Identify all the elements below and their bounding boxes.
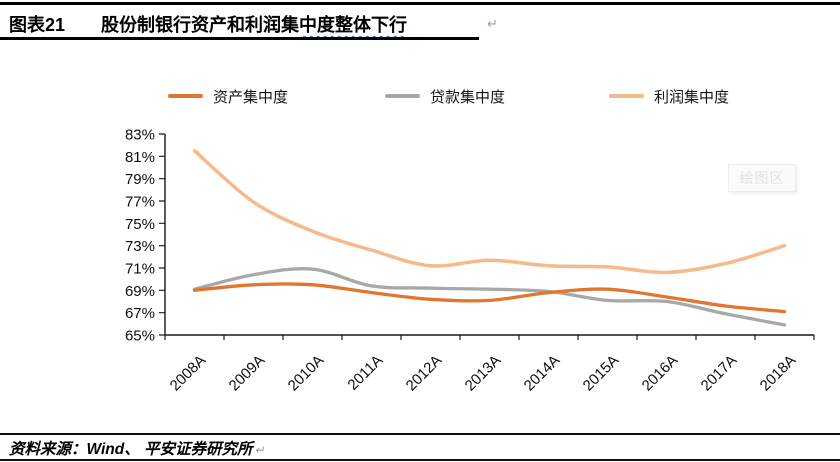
y-axis-tick-label: 67% [125,305,155,322]
legend-line-swatch-loan [385,94,420,98]
footer-divider-top [0,433,840,435]
legend-item-asset-concentration: 资产集中度 [168,86,288,106]
y-axis-tick-label: 69% [125,283,155,300]
figure-title: 股份制银行资产和利润集中度整体下行 [101,11,407,37]
figure-title-plain: 股份制银行资产和利润集 [101,15,299,35]
y-axis-tick-label: 71% [125,261,155,278]
y-axis-tick-label: 83% [125,127,155,144]
x-axis-tick-label: 2017A [698,352,741,395]
legend-item-loan-concentration: 贷款集中度 [385,86,505,106]
data-source-note: 资料来源：Wind、 平安证券研究所 ↵ [9,437,265,459]
y-axis-tick-label: 79% [125,171,155,188]
legend-item-profit-concentration: 利润集中度 [609,86,729,106]
legend-line-swatch-asset [168,94,203,98]
legend-label-profit: 利润集中度 [654,88,730,106]
axis-tick-marks [159,133,815,340]
x-axis-tick-label: 2010A [285,352,328,395]
series-line-0 [192,282,787,314]
x-axis-tick-label: 2008A [167,352,210,395]
x-axis-tick-label: 2009A [226,352,269,395]
top-border-line [0,2,840,5]
y-axis-tick-label: 73% [125,238,155,255]
plot-area-watermark-label: 绘图区 [739,170,785,186]
x-axis-tick-label: 2012A [403,352,446,395]
x-axis-tick-label: 2016A [639,352,682,395]
x-axis-tick-label: 2011A [344,352,386,394]
legend-line-swatch-profit [609,94,644,98]
x-axis-tick-label: 2018A [757,352,800,395]
plot-area-watermark: 绘图区 [728,164,796,192]
x-axis-tick-label: 2015A [580,352,623,395]
series-line-1 [192,267,787,327]
y-axis-tick-label: 65% [125,328,155,345]
paragraph-mark-icon: ↵ [254,443,265,457]
y-axis-tick-label: 81% [125,149,155,166]
legend-label-loan: 贷款集中度 [430,88,506,106]
paragraph-mark-icon: ↵ [487,16,498,31]
figure-title-wavy-underlined: 中度整体下行 [299,15,407,35]
title-underline [0,37,479,40]
data-source-text: 资料来源：Wind、 平安证券研究所 [9,441,253,458]
x-axis-tick-label: 2013A [462,352,505,395]
y-axis-tick-label: 75% [125,216,155,233]
legend-label-asset: 资产集中度 [213,88,289,106]
y-axis-tick-label: 77% [125,194,155,211]
figure-label: 图表21 [9,15,66,35]
footer-divider-bottom [0,459,840,461]
series-line-2 [192,149,787,275]
x-axis-tick-label: 2014A [521,352,564,395]
